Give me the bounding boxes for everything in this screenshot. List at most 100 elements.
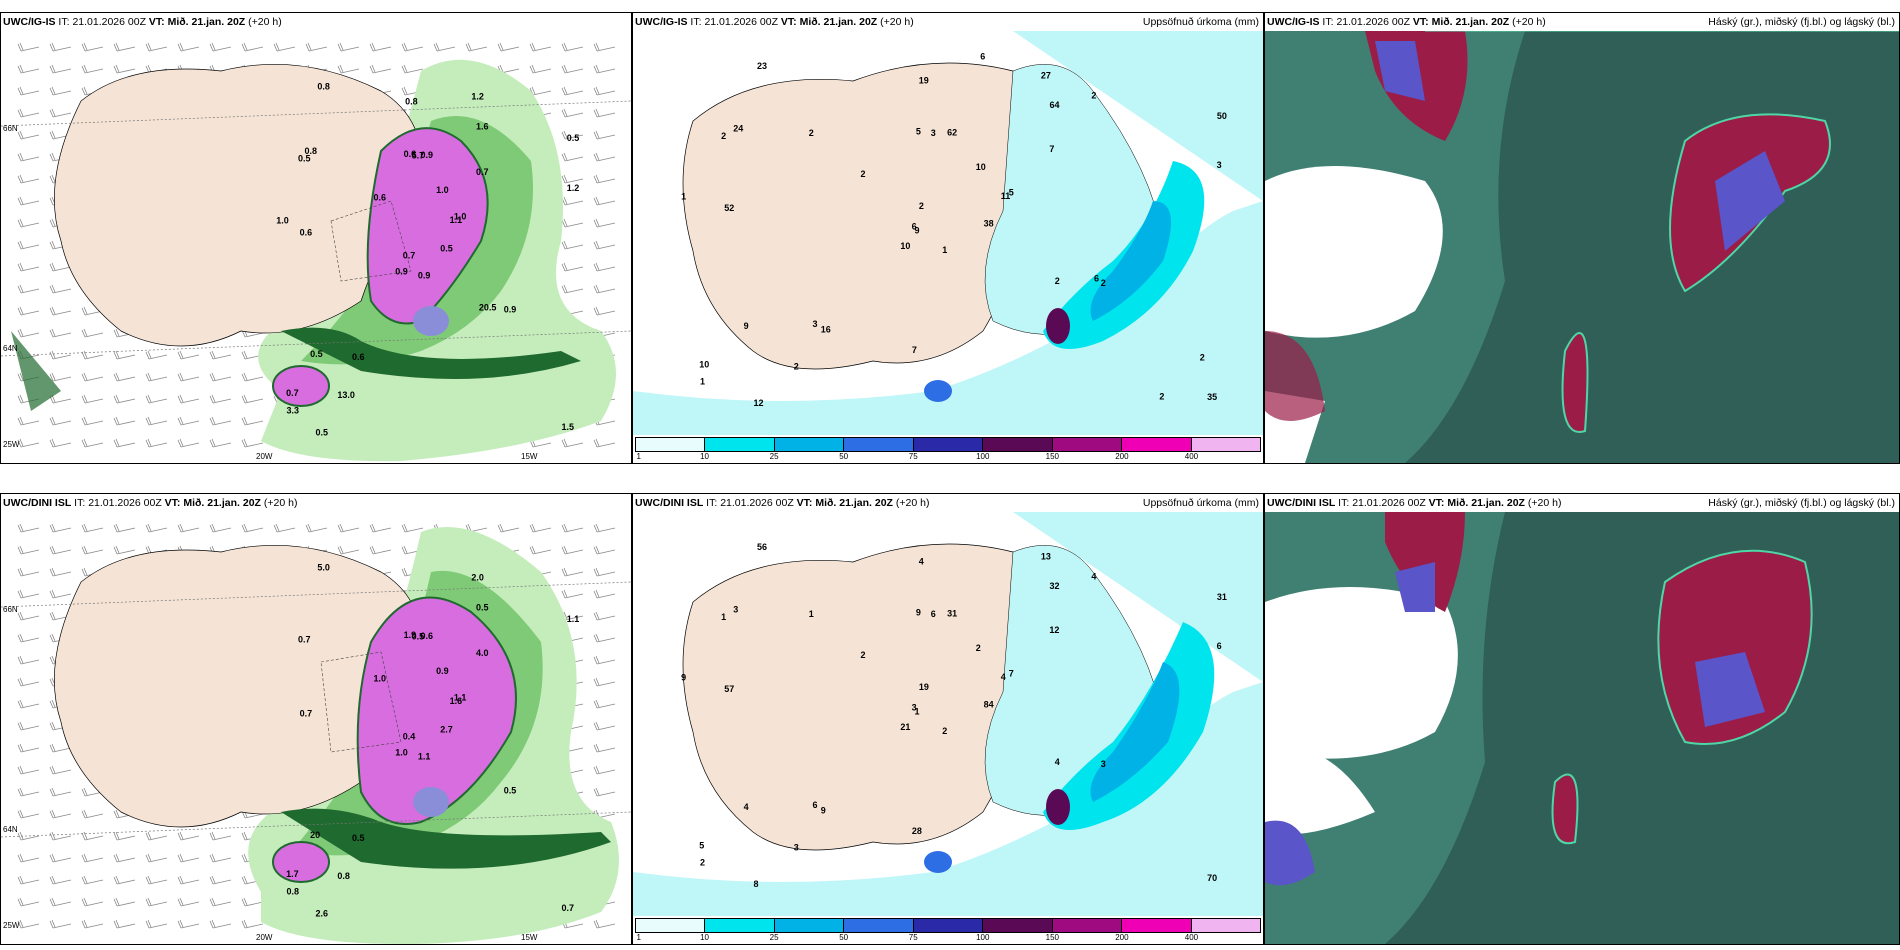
value-label: 6 xyxy=(912,222,917,232)
value-label: 0.5 xyxy=(310,349,323,359)
value-label: 2 xyxy=(861,169,866,179)
value-label: 0.5 xyxy=(476,603,489,613)
wind-barb-icon xyxy=(81,64,104,74)
panel-subtitle: Háský (gr.), miðský (fj.bl.) og lágský (… xyxy=(1708,497,1895,509)
wind-barb-icon xyxy=(81,545,104,555)
legend-swatch xyxy=(983,919,1053,932)
wind-barb-icon xyxy=(401,64,424,74)
value-label: 5 xyxy=(1009,188,1014,198)
wind-barb-icon xyxy=(593,64,616,74)
lon-label: 20W xyxy=(256,933,273,942)
value-label: 3.3 xyxy=(287,406,300,416)
value-label: 2 xyxy=(919,201,924,211)
wind-barb-icon xyxy=(561,438,584,448)
wind-barb-icon xyxy=(145,372,168,382)
value-label: 56 xyxy=(757,542,767,552)
lon-label: 25W xyxy=(3,440,20,449)
wind-barb-icon xyxy=(113,919,136,929)
wind-barb-icon xyxy=(17,853,40,863)
value-label: 2.7 xyxy=(440,724,453,734)
wind-barb-icon xyxy=(177,438,200,448)
value-label: 13 xyxy=(1041,552,1051,562)
value-label: 27 xyxy=(1041,71,1051,81)
panel-r2-accum-precip: UWC/DINI ISL IT: 21.01.2026 00Z VT: Mið.… xyxy=(632,493,1264,945)
value-label: 2 xyxy=(1101,278,1106,288)
wind-barb-icon xyxy=(593,152,616,162)
precip-type-map[interactable]: 66N 64N 25W 20W 15W 0.9 0.5 0.7 0.7 1.1 0.6 1.… xyxy=(1,31,631,463)
wind-barb-icon xyxy=(209,372,232,382)
wind-barb-icon xyxy=(17,677,40,687)
wind-barb-icon xyxy=(113,372,136,382)
wind-barb-icon xyxy=(145,919,168,929)
legend-tick-label: 100 xyxy=(976,933,990,942)
wind-barb-icon xyxy=(561,174,584,184)
wind-barb-icon xyxy=(17,743,40,753)
panel-title: UWC/DINI ISL IT: 21.01.2026 00Z VT: Mið.… xyxy=(3,497,298,509)
legend-tick-label: 150 xyxy=(1045,933,1060,942)
value-label: 0.5 xyxy=(298,153,311,163)
legend-tick-label: 10 xyxy=(700,933,709,942)
value-label: 1.0 xyxy=(454,212,467,222)
cloud-cover-map[interactable] xyxy=(1265,512,1899,944)
wind-barb-icon xyxy=(49,284,72,294)
accum-precip-map[interactable]: 1 2 9 10 11 16 27 62 64 38 23 35 52 50 10 7 12 5 10 9 2 1 2 3 5 2… xyxy=(633,31,1263,435)
wind-barb-icon xyxy=(241,394,264,404)
wind-barb-icon xyxy=(113,875,136,885)
wind-barb-icon xyxy=(81,809,104,819)
wind-barb-icon xyxy=(177,919,200,929)
wind-barb-icon xyxy=(17,108,40,118)
precip-type-map[interactable]: 66N 64N 25W 20W 15W 1.1 0.7 0.4 1.7 1.6 0.5 2.… xyxy=(1,512,631,944)
legend-swatch xyxy=(636,919,706,932)
value-label: 28 xyxy=(912,826,922,836)
wind-barb-icon xyxy=(561,523,584,533)
value-label: 0.9 xyxy=(504,305,517,315)
value-label: 84 xyxy=(984,699,994,709)
value-label: 3 xyxy=(813,319,818,329)
wind-barb-icon xyxy=(49,589,72,599)
value-label: 24 xyxy=(733,124,743,134)
wind-barb-icon xyxy=(337,42,360,52)
wind-barb-icon xyxy=(113,42,136,52)
wind-barb-icon xyxy=(593,765,616,775)
wind-barb-icon xyxy=(17,611,40,621)
wind-barb-icon xyxy=(273,523,296,533)
wind-barb-icon xyxy=(593,523,616,533)
value-label: 50 xyxy=(1217,111,1227,121)
legend-swatch xyxy=(774,919,845,932)
wind-barb-icon xyxy=(209,875,232,885)
legend-tick-label: 25 xyxy=(769,452,779,461)
value-label: 6 xyxy=(1094,274,1099,284)
wind-barb-icon xyxy=(369,42,392,52)
legend-tick-label: 75 xyxy=(908,933,918,942)
legend-swatch xyxy=(983,438,1053,451)
wind-barb-icon xyxy=(81,853,104,863)
panel-title: UWC/DINI ISL IT: 21.01.2026 00Z VT: Mið.… xyxy=(1267,497,1562,509)
wind-barb-icon xyxy=(17,240,40,250)
wind-barb-icon xyxy=(17,328,40,338)
wind-barb-icon xyxy=(17,567,40,577)
wind-barb-icon xyxy=(49,108,72,118)
cloud-cover-map[interactable] xyxy=(1265,31,1899,463)
value-label: 3 xyxy=(931,128,936,138)
value-labels: 1291011162762643823355250107125109212352… xyxy=(681,52,1227,408)
wind-barb-icon xyxy=(49,919,72,929)
wind-barb-icon xyxy=(593,743,616,753)
value-label: 1.6 xyxy=(450,696,463,706)
value-label: 64 xyxy=(1050,100,1060,110)
value-label: 0.7 xyxy=(300,708,313,718)
wind-barb-icon xyxy=(17,545,40,555)
value-label: 8 xyxy=(754,879,759,889)
wind-barb-icon xyxy=(241,897,264,907)
panel-r1-precip-type: UWC/IG-IS IT: 21.01.2026 00Z VT: Mið. 21… xyxy=(0,12,632,464)
accum-precip-map[interactable]: 2 1 1 5 4 9 13 31 32 84 56 70 57 31 21 12 8 9 2 4 2 2 3 6 7 3 3 4 9 4… xyxy=(633,512,1263,916)
legend-swatch xyxy=(1191,919,1260,932)
legend-tick-label: 400 xyxy=(1184,452,1199,461)
value-labels: 0.90.50.70.71.10.61.20.91.60.50.81.50.60… xyxy=(276,82,579,438)
value-label: 0.5 xyxy=(504,786,517,796)
wind-barb-icon xyxy=(177,875,200,885)
legend-swatch xyxy=(774,438,845,451)
wind-barb-icon xyxy=(337,523,360,533)
wind-barb-icon xyxy=(305,42,328,52)
panel-title: UWC/IG-IS IT: 21.01.2026 00Z VT: Mið. 21… xyxy=(3,16,282,28)
value-labels: 1.10.70.41.71.60.52.00.60.52.75.00.70.71… xyxy=(286,563,579,919)
